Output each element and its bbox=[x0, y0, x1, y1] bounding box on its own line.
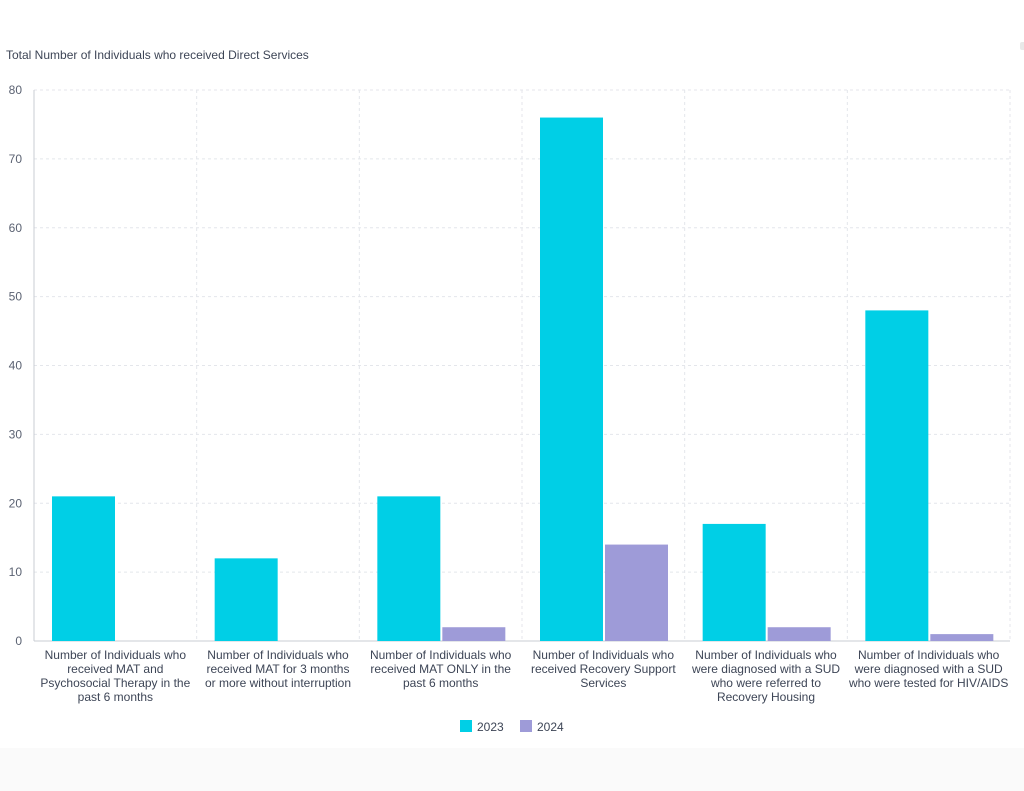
y-tick-label: 60 bbox=[9, 221, 23, 235]
legend-label-2024[interactable]: 2024 bbox=[537, 720, 564, 734]
y-tick-label: 0 bbox=[15, 634, 22, 648]
legend-swatch-2023[interactable] bbox=[460, 720, 472, 732]
y-tick-label: 80 bbox=[9, 83, 23, 97]
bar-2023-1[interactable] bbox=[52, 496, 115, 641]
x-category-label: Services bbox=[580, 676, 626, 690]
bar-chart: 0 10 20 30 40 50 60 70 80 Number of Individuals w… bbox=[9, 83, 1011, 734]
x-category-label: or more without interruption bbox=[205, 676, 351, 690]
bar-2024-3[interactable] bbox=[442, 627, 506, 641]
legend-label-2023[interactable]: 2023 bbox=[477, 720, 504, 734]
x-category-label: received MAT ONLY in the bbox=[370, 662, 511, 676]
bar-2023-3[interactable] bbox=[377, 496, 441, 641]
bottom-strip bbox=[0, 748, 1024, 791]
x-category-label: Number of Individuals who bbox=[207, 648, 349, 662]
legend-swatch-2024[interactable] bbox=[520, 720, 532, 732]
x-category-label: were diagnosed with a SUD bbox=[854, 662, 1003, 676]
bar-2024-4[interactable] bbox=[605, 544, 668, 641]
x-category-label: who were referred to bbox=[710, 676, 821, 690]
bar-2024-5[interactable] bbox=[767, 627, 831, 641]
bar-2023-5[interactable] bbox=[702, 523, 766, 641]
x-category-label: were diagnosed with a SUD bbox=[691, 662, 840, 676]
y-tick-label: 10 bbox=[9, 565, 23, 579]
y-tick-label: 70 bbox=[9, 152, 23, 166]
corner-handle bbox=[1020, 42, 1024, 50]
y-tick-label: 40 bbox=[9, 359, 23, 373]
bar-2023-2[interactable] bbox=[214, 558, 278, 641]
x-category-label: received MAT for 3 months bbox=[207, 662, 350, 676]
x-category-label: Number of Individuals who bbox=[370, 648, 512, 662]
x-category-label: who were tested for HIV/AIDS bbox=[848, 676, 1008, 690]
bar-2023-4[interactable] bbox=[540, 117, 603, 642]
y-tick-label: 50 bbox=[9, 290, 23, 304]
x-category-label: received Recovery Support bbox=[531, 662, 676, 676]
chart-card: Total Number of Individuals who received… bbox=[6, 42, 1024, 734]
bar-2024-6[interactable] bbox=[930, 634, 994, 641]
x-category-label: Number of Individuals who bbox=[45, 648, 187, 662]
x-category-label: Psychosocial Therapy in the bbox=[40, 676, 190, 690]
chart-title: Total Number of Individuals who received… bbox=[6, 48, 309, 62]
x-category-label: Recovery Housing bbox=[717, 690, 815, 704]
x-category-label: Number of Individuals who bbox=[695, 648, 837, 662]
x-category-label: past 6 months bbox=[403, 676, 478, 690]
x-category-label: Number of Individuals who bbox=[533, 648, 675, 662]
bar-2023-6[interactable] bbox=[865, 310, 929, 641]
x-category-label: received MAT and bbox=[67, 662, 163, 676]
x-category-label: Number of Individuals who bbox=[858, 648, 1000, 662]
y-tick-label: 20 bbox=[9, 496, 23, 510]
x-category-label: past 6 months bbox=[78, 690, 153, 704]
y-tick-label: 30 bbox=[9, 427, 23, 441]
